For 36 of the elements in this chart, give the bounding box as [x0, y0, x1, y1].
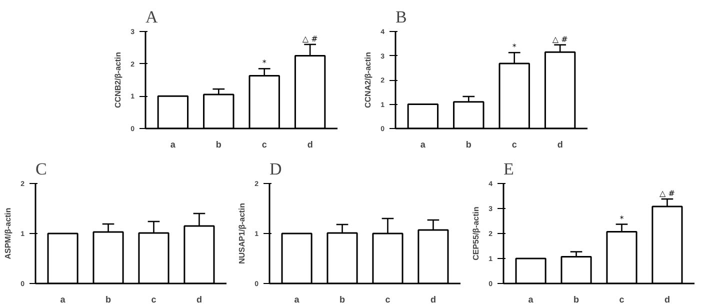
chart-title: B: [396, 8, 407, 26]
y-axis-title: CCNA2/β-actin: [364, 52, 373, 108]
x-tick-label: b: [340, 294, 346, 304]
x-tick-label: d: [557, 140, 563, 150]
x-tick-label: a: [60, 294, 66, 304]
x-tick-label: d: [307, 140, 313, 150]
x-tick-label: b: [574, 294, 580, 304]
annotation: △ #: [660, 189, 676, 198]
y-axis-title: NUSAP1/β-actin: [238, 202, 247, 264]
y-axis-title: CCNB2/β-actin: [114, 52, 123, 108]
chart-title: E: [504, 160, 514, 178]
x-tick-label: d: [196, 294, 202, 304]
annotation: △ #: [302, 34, 318, 44]
x-tick-label: b: [216, 140, 222, 150]
x-tick-label: b: [106, 294, 112, 304]
x-tick-label: b: [466, 140, 472, 150]
x-tick-label: a: [420, 140, 426, 150]
annotation: △ #: [552, 34, 568, 44]
x-tick-label: d: [430, 294, 436, 304]
annotation: *: [512, 42, 516, 52]
x-tick-label: a: [170, 140, 176, 150]
x-tick-label: c: [385, 294, 390, 304]
y-axis-title: CEP55/β-actin: [472, 206, 481, 260]
chart-title: D: [270, 160, 282, 178]
x-tick-label: c: [151, 294, 156, 304]
x-tick-label: c: [262, 140, 267, 150]
x-tick-label: c: [512, 140, 517, 150]
x-tick-label: d: [664, 294, 670, 304]
x-tick-label: a: [294, 294, 300, 304]
annotation: *: [262, 58, 266, 68]
annotation: *: [620, 214, 624, 224]
x-tick-label: c: [619, 294, 624, 304]
x-tick-label: a: [528, 294, 534, 304]
y-axis-title: ASPM/β-actin: [4, 208, 13, 260]
chart-title: C: [36, 160, 47, 178]
chart-title: A: [146, 8, 158, 26]
